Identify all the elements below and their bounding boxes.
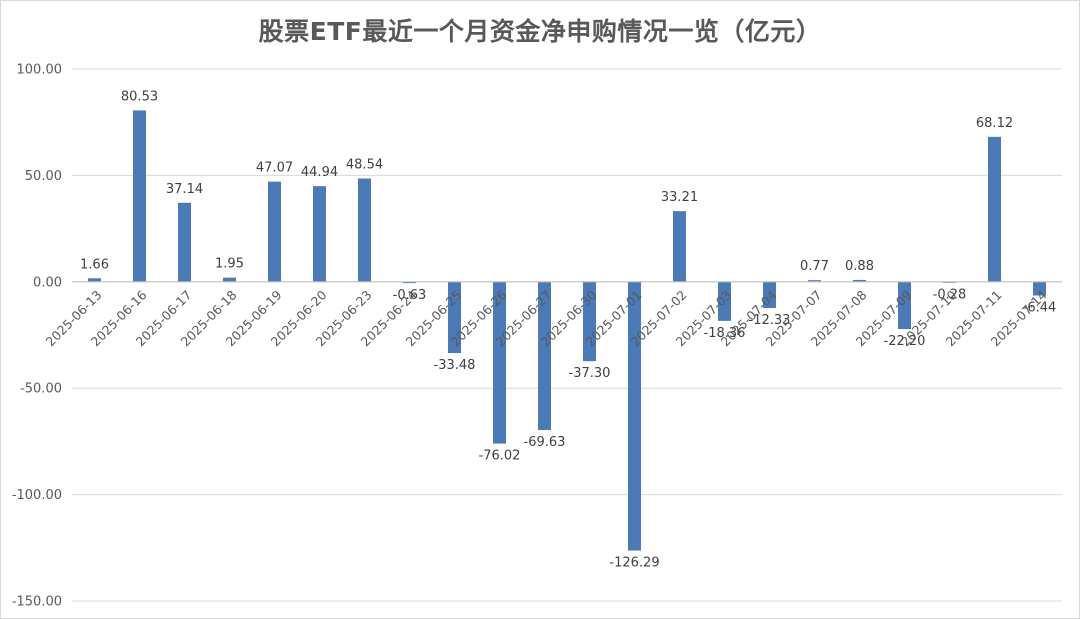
data-label: 44.94 — [301, 165, 338, 180]
bar — [898, 281, 911, 330]
bar — [268, 181, 281, 282]
data-label: -0.28 — [933, 287, 967, 302]
y-tick-label: -150.00 — [12, 595, 62, 610]
bar — [358, 178, 371, 282]
data-label: -12.33 — [749, 313, 791, 328]
data-label: 33.21 — [661, 190, 698, 205]
data-label: 0.88 — [845, 259, 874, 274]
data-label: -6.44 — [1023, 301, 1057, 316]
data-label: -33.48 — [434, 358, 476, 373]
bar — [313, 186, 326, 282]
data-label: 0.77 — [800, 259, 829, 274]
data-label: -76.02 — [479, 449, 521, 464]
bar — [763, 281, 776, 309]
bar — [988, 136, 1001, 282]
data-label: -18.36 — [704, 326, 746, 341]
data-label: 48.54 — [346, 158, 383, 173]
data-label: -37.30 — [569, 366, 611, 381]
data-label: -126.29 — [609, 556, 659, 571]
bar-series — [88, 110, 1046, 551]
bar — [538, 281, 551, 430]
data-labels: 1.66 80.53 37.14 1.95 47.07 44.94 48.54 -0.63 -3… — [80, 89, 1056, 570]
data-label: 80.53 — [121, 89, 158, 104]
bar — [178, 202, 191, 282]
chart-title: 股票ETF最近一个月资金净申购情况一览（亿元） — [258, 17, 822, 46]
data-label: 1.95 — [215, 257, 244, 272]
bar — [628, 281, 641, 551]
bar — [808, 280, 821, 282]
bar — [223, 277, 236, 282]
y-tick-label: 100.00 — [17, 63, 63, 78]
bar — [88, 278, 101, 282]
data-label: -22.20 — [884, 334, 926, 349]
y-tick-label: -50.00 — [20, 382, 62, 397]
bar — [493, 281, 506, 444]
bar — [403, 281, 416, 284]
y-tick-label: 0.00 — [33, 275, 62, 290]
bar — [853, 279, 866, 282]
bar — [583, 281, 596, 362]
y-tick-label: -100.00 — [12, 488, 62, 503]
bar — [448, 281, 461, 354]
data-label: 1.66 — [80, 257, 109, 272]
data-label: 37.14 — [166, 182, 203, 197]
bar — [718, 281, 731, 321]
data-label: -0.63 — [393, 288, 427, 303]
grid-lines — [72, 68, 1062, 602]
y-axis: 100.00 50.00 0.00 -50.00 -100.00 -150.00 — [12, 63, 62, 610]
data-label: -69.63 — [524, 435, 566, 450]
data-label: 47.07 — [256, 161, 293, 176]
bar — [133, 110, 146, 282]
y-tick-label: 50.00 — [25, 169, 62, 184]
data-label: 68.12 — [976, 116, 1013, 131]
bar — [1033, 281, 1046, 296]
bar — [673, 211, 686, 282]
